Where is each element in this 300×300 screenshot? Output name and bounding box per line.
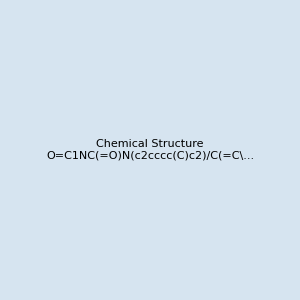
Text: Chemical Structure
O=C1NC(=O)N(c2cccc(C)c2)/C(=C\...: Chemical Structure O=C1NC(=O)N(c2cccc(C)…: [46, 139, 254, 161]
